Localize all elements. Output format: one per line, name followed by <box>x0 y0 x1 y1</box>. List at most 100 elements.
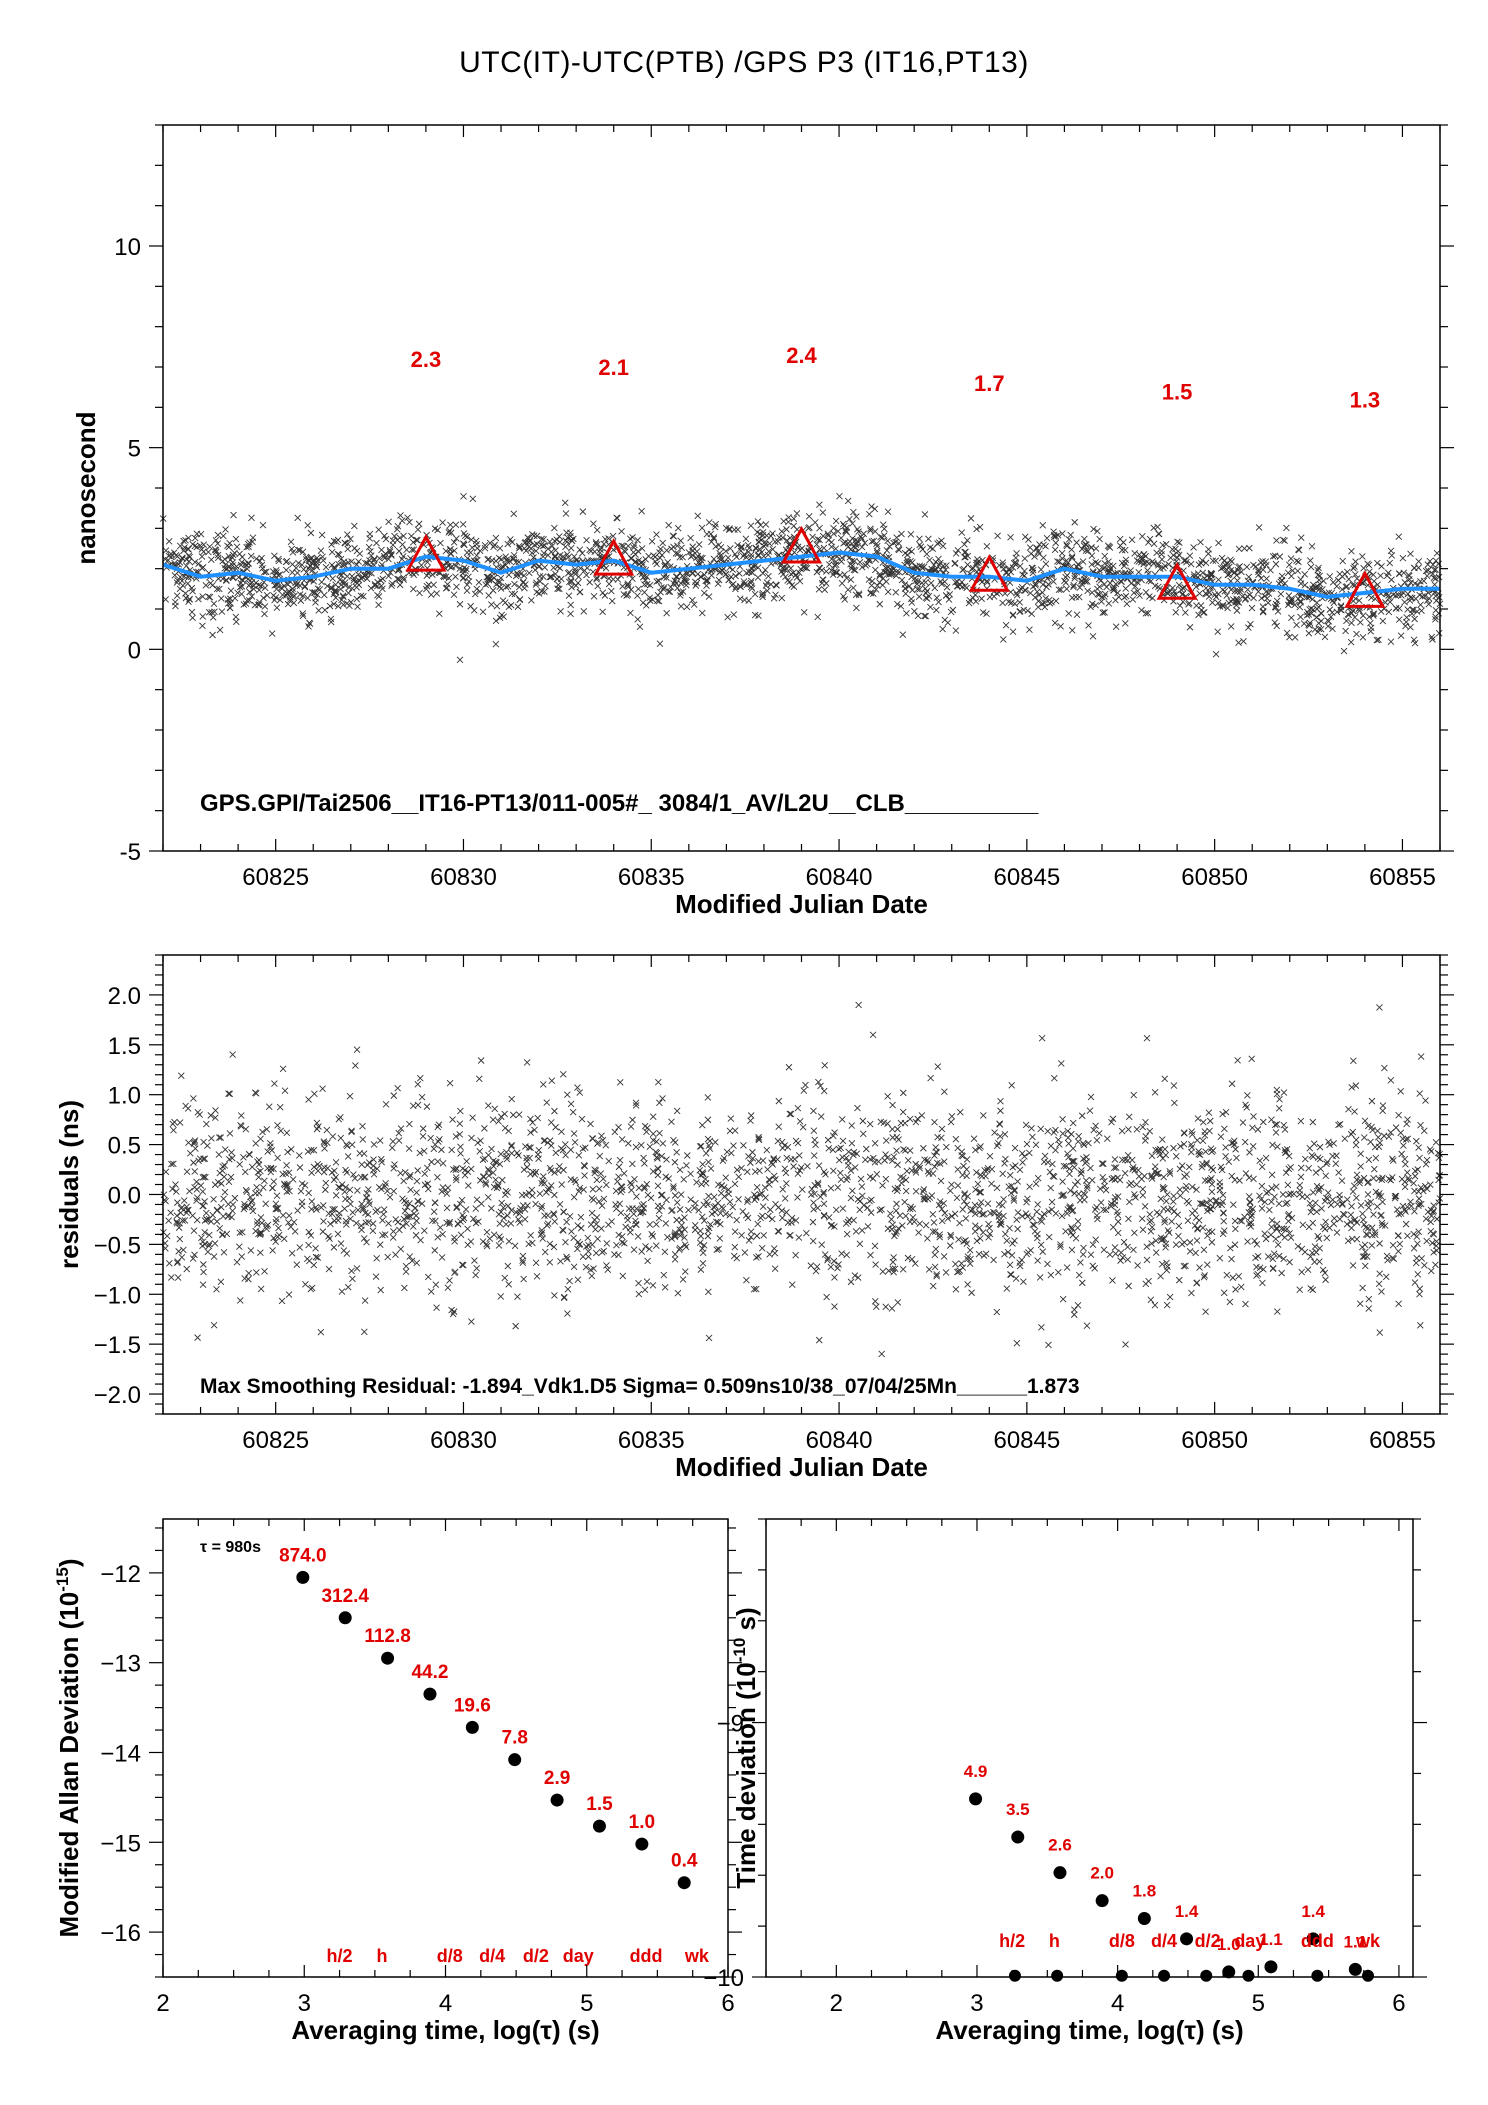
data-point-cross <box>1237 586 1245 593</box>
data-point-cross <box>958 529 966 536</box>
data-point-cross <box>836 492 843 500</box>
data-point-cross <box>741 596 748 604</box>
data-point-cross <box>430 581 437 589</box>
data-point-cross <box>226 604 234 612</box>
data-point-cross <box>376 1137 384 1144</box>
data-point-cross <box>1215 590 1222 598</box>
data-point-cross <box>879 575 887 582</box>
data-point-cross <box>1237 1283 1245 1291</box>
data-point-cross <box>681 1268 689 1275</box>
data-point-cross <box>199 593 207 600</box>
data-point-cross <box>274 1122 281 1129</box>
data-point-cross <box>1219 601 1227 609</box>
data-point-cross <box>1047 1271 1055 1279</box>
data-point-cross <box>1212 557 1220 565</box>
data-point-cross <box>644 1257 651 1265</box>
data-point-cross <box>816 524 823 532</box>
data-point-cross <box>1078 1112 1086 1120</box>
data-point-cross <box>495 554 503 562</box>
data-point-cross <box>1168 1218 1175 1225</box>
data-point-cross <box>803 1229 810 1237</box>
data-point-cross <box>221 1162 229 1169</box>
data-point-cross <box>649 1113 657 1121</box>
data-point-cross <box>893 1147 900 1154</box>
data-point-cross <box>1074 1178 1081 1186</box>
data-point-cross <box>1069 1119 1077 1127</box>
data-point-cross <box>550 1210 557 1217</box>
marker-value-label-1: 2.1 <box>598 355 629 380</box>
data-point-cross <box>1011 1187 1018 1195</box>
data-point-cross <box>540 535 547 543</box>
data-point-cross <box>788 1281 796 1289</box>
data-point-cross <box>637 1141 645 1149</box>
data-point-cross <box>635 585 642 593</box>
data-point-cross <box>1052 1210 1060 1217</box>
data-point-cross <box>601 592 609 599</box>
data-point-cross <box>287 1146 295 1153</box>
data-point-cross <box>337 1134 345 1142</box>
data-point-cross <box>839 1137 847 1145</box>
data-point-cross <box>273 1192 281 1200</box>
data-point-cross <box>655 1214 663 1222</box>
data-point-cross <box>960 1238 968 1245</box>
data-point-cross <box>1410 1244 1418 1252</box>
data-point-cross <box>1276 553 1284 560</box>
data-point-cross <box>702 1149 710 1157</box>
data-point-cross <box>502 1220 510 1228</box>
data-point-cross <box>1109 1223 1117 1231</box>
data-point-cross <box>1034 548 1042 555</box>
data-point-cross <box>340 1247 348 1254</box>
data-point-cross <box>947 1118 955 1126</box>
data-point-cross <box>1189 1183 1196 1191</box>
data-point-cross <box>922 589 930 597</box>
data-point-cross <box>1148 1152 1156 1160</box>
data-point-cross <box>820 1200 828 1208</box>
data-point-cross <box>285 1291 293 1298</box>
data-point-cross <box>1215 539 1222 547</box>
data-point-cross <box>474 1139 482 1147</box>
marker-value-label-3: 1.7 <box>974 371 1005 396</box>
data-point-cross <box>598 1202 606 1210</box>
data-point-cross <box>673 1107 681 1115</box>
data-point-cross <box>1119 1254 1127 1261</box>
data-point-cross <box>904 1157 912 1164</box>
data-point-cross <box>1290 1190 1298 1198</box>
data-point-cross <box>624 1216 632 1224</box>
data-point-cross <box>1263 1189 1270 1197</box>
data-point-cross <box>442 547 450 555</box>
data-point-cross <box>830 524 837 532</box>
data-point-cross <box>208 1134 215 1142</box>
data-point-cross <box>353 595 361 603</box>
data-point-cross <box>986 593 994 601</box>
data-point-cross <box>567 544 575 552</box>
data-point-cross <box>593 574 601 581</box>
data-point-cross <box>1369 571 1377 578</box>
data-point-cross <box>590 1196 597 1204</box>
data-point-cross <box>954 1182 962 1189</box>
data-point-cross <box>1188 1289 1195 1297</box>
data-point-cross <box>279 1211 287 1219</box>
data-point-cross <box>1072 593 1080 601</box>
data-point-cross <box>450 538 458 546</box>
data-point-cross <box>1431 581 1438 588</box>
data-point-cross <box>277 1127 285 1135</box>
data-point-cross <box>1074 1218 1082 1225</box>
data-point-cross <box>1314 566 1322 574</box>
data-point-cross <box>253 1221 261 1228</box>
data-point-cross <box>825 561 833 568</box>
data-point-cross <box>1076 584 1084 591</box>
data-point-cross <box>1039 589 1046 596</box>
data-point-cross <box>1175 1232 1182 1240</box>
data-point-cross <box>654 1171 662 1179</box>
data-point-cross <box>1174 538 1181 546</box>
data-point-cross <box>679 1276 687 1283</box>
data-point-cross <box>1275 1105 1283 1112</box>
data-point-cross <box>763 1146 771 1154</box>
data-point-cross <box>871 1242 879 1250</box>
data-point-cross <box>663 1156 670 1163</box>
data-point-cross <box>915 593 923 600</box>
data-point-cross <box>1220 1210 1227 1217</box>
data-point-cross <box>908 548 915 555</box>
data-point-cross <box>770 594 778 602</box>
data-point-cross <box>1170 1208 1178 1215</box>
